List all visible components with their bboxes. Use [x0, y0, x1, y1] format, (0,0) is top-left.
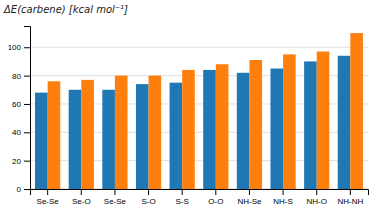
tick: NH-O	[306, 189, 326, 206]
bar	[69, 90, 82, 189]
tick: 20	[12, 157, 30, 166]
bar	[270, 69, 283, 189]
tick-label: Se-O	[72, 197, 91, 206]
tick-label: NH-Se	[237, 197, 262, 206]
tick: 60	[12, 100, 30, 109]
tick-label: 80	[12, 72, 21, 81]
tick-label: S-O	[141, 197, 155, 206]
tick-mark	[215, 189, 216, 195]
tick-mark	[114, 189, 115, 195]
axis-line	[24, 27, 31, 190]
tick-label: 20	[12, 157, 21, 166]
tick-mark	[24, 161, 30, 162]
bar	[48, 81, 61, 189]
tick-mark	[47, 189, 48, 195]
bar	[338, 56, 351, 189]
tick: 80	[12, 72, 30, 81]
tick: 0	[17, 185, 30, 194]
tick: Se-Se	[37, 189, 60, 206]
tick: Se-Se	[104, 189, 127, 206]
bar	[149, 76, 162, 189]
y-axis-label: ΔE(carbene) [kcal mol⁻¹]	[3, 4, 128, 15]
bar	[102, 90, 115, 189]
tick: O-O	[208, 189, 223, 206]
tick-mark	[24, 132, 30, 133]
tick-mark	[249, 189, 250, 195]
tick-mark	[350, 189, 351, 195]
bar-series	[48, 33, 363, 189]
bars	[35, 33, 363, 189]
bar	[283, 54, 296, 189]
bar	[304, 61, 317, 189]
tick-mark	[24, 104, 30, 105]
bar	[350, 33, 363, 189]
bar	[81, 80, 94, 189]
tick-label: 40	[12, 128, 21, 137]
bar	[136, 84, 149, 189]
grid-line	[30, 47, 368, 48]
bar	[170, 83, 183, 189]
tick-mark	[182, 189, 183, 195]
tick-mark	[148, 189, 149, 195]
tick-label: NH-NH	[337, 197, 363, 206]
tick-mark	[316, 189, 317, 195]
tick-label: NH-O	[306, 197, 326, 206]
axis-line	[31, 190, 369, 196]
tick: NH-S	[273, 189, 293, 206]
tick: S-O	[141, 189, 155, 206]
x-axis: Se-Se Se-O Se-Se S-O S-S O-O NH-Se NH-S NH-O NH-N…	[31, 189, 369, 206]
tick-mark	[81, 189, 82, 195]
tick: S-S	[176, 189, 189, 206]
grid	[30, 47, 368, 189]
tick-mark	[283, 189, 284, 195]
bar	[249, 60, 262, 189]
tick-mark	[24, 47, 30, 48]
tick-label: 60	[12, 100, 21, 109]
tick-label: S-S	[176, 197, 189, 206]
bar-series	[35, 56, 350, 189]
plot: 0 20 40 60 80 100 Se-Se Se-O Se-Se S-O S-S O-O NH-Se…	[8, 27, 369, 206]
bar	[115, 76, 128, 189]
tick-mark	[24, 76, 30, 77]
tick: 100	[8, 43, 30, 52]
tick-label: 0	[17, 185, 22, 194]
tick: NH-Se	[237, 189, 262, 206]
bar	[182, 70, 195, 189]
tick-label: 100	[8, 43, 22, 52]
bar	[35, 93, 48, 189]
bar	[237, 73, 250, 189]
tick: Se-O	[72, 189, 91, 206]
bar	[317, 52, 330, 189]
bar	[216, 64, 229, 189]
chart: 0 20 40 60 80 100 Se-Se Se-O Se-Se S-O S-S O-O NH-Se…	[0, 0, 378, 209]
tick-label: NH-S	[273, 197, 293, 206]
tick: NH-NH	[337, 189, 363, 206]
bar	[203, 70, 216, 189]
tick-mark	[24, 189, 30, 190]
y-axis: 0 20 40 60 80 100	[8, 27, 31, 195]
tick-label: Se-Se	[37, 197, 60, 206]
tick-label: Se-Se	[104, 197, 127, 206]
tick-label: O-O	[208, 197, 223, 206]
tick: 40	[12, 128, 30, 137]
